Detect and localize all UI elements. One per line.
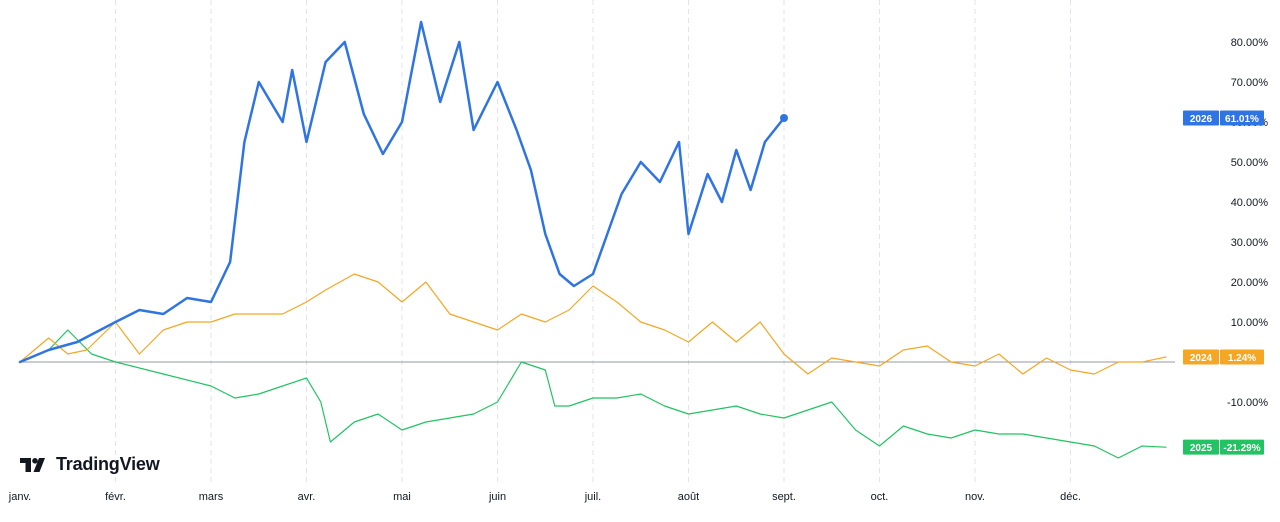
badge-value: -21.29%	[1223, 443, 1260, 454]
badge-value: 1.24%	[1228, 353, 1256, 364]
y-tick-label: -10.00%	[1227, 397, 1268, 409]
brand-name: TradingView	[56, 454, 160, 474]
series-lines	[18, 20, 1167, 459]
x-tick-label: avr.	[298, 491, 316, 503]
x-tick-label: sept.	[772, 491, 796, 503]
badge-series-name: 2024	[1190, 353, 1213, 364]
badge-value-bg	[1220, 110, 1264, 126]
x-tick-label: oct.	[871, 491, 889, 503]
y-tick-label: 80.00%	[1231, 37, 1269, 49]
y-tick-label: 50.00%	[1231, 157, 1269, 169]
badge-value-bg	[1220, 439, 1264, 455]
badge-name-bg	[1183, 439, 1219, 455]
x-tick-label: août	[678, 491, 699, 503]
x-tick-label: déc.	[1060, 491, 1081, 503]
x-tick-label: juin	[488, 491, 506, 503]
vertical-grid	[115, 0, 1071, 485]
badge-name-bg	[1183, 349, 1219, 365]
badge-value-bg	[1220, 349, 1264, 365]
badge-series-name: 2026	[1190, 114, 1213, 125]
x-tick-label: janv.	[8, 491, 31, 503]
y-axis-ticks: 80.00%70.00%60.00%50.00%40.00%30.00%20.0…	[1227, 37, 1268, 409]
x-tick-label: mai	[393, 491, 411, 503]
badge-value: 61.01%	[1225, 114, 1259, 125]
series-end-marker-2026	[780, 114, 788, 122]
x-tick-label: mars	[199, 491, 224, 503]
badge-name-bg	[1183, 110, 1219, 126]
x-axis-ticks: janv. févr. mars avr. mai juin juil. août sept. o…	[8, 491, 1081, 503]
x-tick-label: nov.	[965, 491, 985, 503]
x-tick-label: févr.	[105, 491, 126, 503]
badge-2025: 2025 -21.29%	[1183, 439, 1264, 455]
last-value-badges: 2026 61.01% 2024 1.24% 2025 -21.29%	[1183, 110, 1264, 455]
y-tick-label: 30.00%	[1231, 237, 1269, 249]
tradingview-logo-icon	[20, 457, 45, 472]
y-tick-label: 70.00%	[1231, 77, 1269, 89]
badge-2024: 2024 1.24%	[1183, 349, 1264, 365]
y-tick-label: 20.00%	[1231, 277, 1269, 289]
brand-watermark: TradingView	[20, 454, 160, 475]
y-tick-label: 10.00%	[1231, 317, 1269, 329]
series-line-2025	[19, 329, 1167, 459]
y-tick-label: 40.00%	[1231, 197, 1269, 209]
badge-series-name: 2025	[1190, 443, 1213, 454]
series-line-2026	[18, 20, 786, 364]
series-line-2024	[19, 273, 1167, 375]
badge-2026: 2026 61.01%	[1183, 110, 1264, 126]
x-tick-label: juil.	[584, 491, 602, 503]
